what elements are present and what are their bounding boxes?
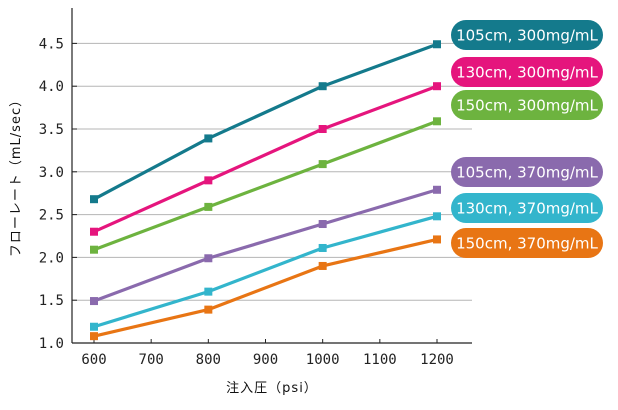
legend-item: 130cm, 370mg/mL [451, 193, 603, 223]
x-tick-label: 800 [196, 352, 221, 368]
series-line [93, 188, 438, 303]
data-point [318, 220, 327, 229]
y-tick-label: 2.0 [39, 250, 64, 266]
legend-swatch [451, 157, 603, 187]
legend-item: 105cm, 370mg/mL [451, 157, 603, 187]
x-tick-label: 900 [253, 352, 278, 368]
data-point [318, 82, 327, 91]
legend-label: 130cm, 300mg/mL [456, 64, 598, 82]
data-point [90, 227, 98, 236]
y-axis-title: フローレート（mL/sec） [9, 93, 24, 257]
data-point [318, 125, 327, 133]
x-tick-label: 1100 [363, 352, 397, 368]
legend-label: 150cm, 370mg/mL [456, 235, 598, 253]
y-tick-label: 2.5 [39, 208, 64, 224]
x-tick-label: 1000 [306, 352, 340, 368]
data-point [433, 235, 441, 244]
series-line [93, 237, 438, 338]
x-tick-label: 700 [139, 352, 164, 368]
legend-item: 105cm, 300mg/mL [451, 20, 603, 50]
data-point [433, 82, 441, 91]
data-point [318, 261, 327, 270]
data-point [204, 254, 213, 263]
gridlines [72, 42, 472, 301]
series [90, 40, 441, 341]
legend: 105cm, 300mg/mL 130cm, 300mg/mL 150cm, 300… [451, 20, 603, 258]
legend-swatch [451, 228, 603, 258]
data-point [433, 117, 441, 126]
tick-labels: 1.0 1.5 2.0 2.5 3.0 3.5 4.0 4.5 600 700 800 900 1000… [39, 36, 454, 368]
y-tick-label: 1.5 [39, 293, 64, 309]
legend-item: 150cm, 370mg/mL [451, 228, 603, 258]
series-line [93, 214, 438, 329]
data-point [90, 245, 98, 254]
data-point [433, 185, 441, 194]
legend-item: 130cm, 300mg/mL [451, 57, 603, 87]
y-tick-label: 4.5 [39, 36, 64, 52]
x-axis-title: 注入圧（psi） [226, 381, 318, 396]
y-tick-label: 3.0 [39, 165, 64, 181]
data-point [433, 212, 441, 221]
data-point [204, 287, 213, 296]
legend-swatch [451, 57, 603, 87]
data-point [204, 202, 213, 211]
legend-swatch [451, 193, 603, 223]
axes [71, 8, 472, 344]
data-point [204, 305, 213, 314]
legend-label: 105cm, 300mg/mL [456, 27, 598, 45]
x-tick-label: 600 [81, 352, 106, 368]
data-point [318, 243, 327, 252]
legend-swatch [451, 90, 603, 120]
data-point [433, 40, 441, 49]
legend-label: 105cm, 370mg/mL [456, 164, 598, 182]
data-point [318, 160, 327, 169]
x-tick-label: 1200 [420, 352, 454, 368]
legend-label: 130cm, 370mg/mL [456, 200, 598, 218]
series-line [93, 84, 438, 234]
series-line [93, 42, 438, 201]
data-point [204, 134, 213, 143]
y-tick-label: 4.0 [39, 79, 64, 95]
legend-item: 150cm, 300mg/mL [451, 90, 603, 120]
legend-swatch [451, 20, 603, 50]
data-point [90, 297, 98, 306]
data-point [90, 322, 98, 331]
data-point [90, 332, 98, 341]
data-point [90, 195, 98, 204]
legend-label: 150cm, 300mg/mL [456, 97, 598, 115]
y-tick-label: 1.0 [39, 336, 64, 352]
series-line [93, 119, 438, 252]
y-tick-label: 3.5 [39, 122, 64, 138]
data-point [204, 176, 213, 185]
